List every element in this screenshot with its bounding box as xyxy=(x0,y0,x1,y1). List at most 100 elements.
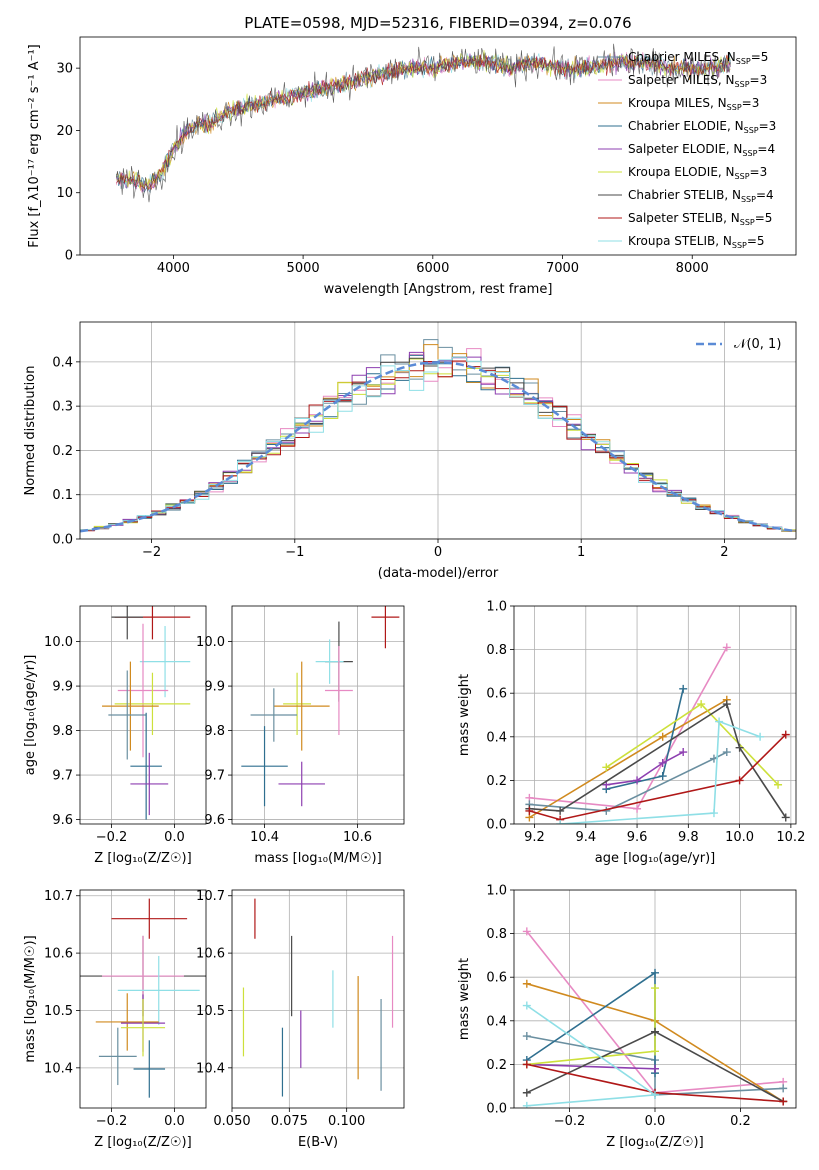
y-axis-label: Normed distribution xyxy=(23,366,38,496)
normal-curve xyxy=(80,361,796,533)
x-tick-label: −2 xyxy=(142,545,161,560)
plus-marker xyxy=(735,743,744,752)
y-tick-label: 10.6 xyxy=(44,947,73,962)
plus-marker xyxy=(522,979,531,988)
plus-marker xyxy=(715,717,724,726)
x-tick-label: 10.2 xyxy=(776,830,805,845)
errorbar-point xyxy=(108,670,147,760)
axes-frame xyxy=(79,605,207,825)
y-tick-label: 0.3 xyxy=(52,400,73,415)
y-tick-label: 10.4 xyxy=(196,1061,225,1076)
x-tick-label: 6000 xyxy=(416,261,449,276)
plus-marker xyxy=(651,984,659,993)
plot-area xyxy=(80,322,796,539)
plus-marker xyxy=(679,748,688,757)
errorbar-point xyxy=(133,1040,166,1098)
legend-entry: Salpeter ELODIE, NSSP=4 xyxy=(628,142,775,158)
x-tick-label: −1 xyxy=(285,545,304,560)
weight-line xyxy=(529,702,787,818)
x-axis-label: mass [log₁₀(M/M☉)] xyxy=(254,851,381,866)
plus-marker xyxy=(651,1027,659,1036)
y-tick-label: 0.6 xyxy=(486,687,507,702)
y-tick-label: 9.8 xyxy=(204,724,225,739)
y-tick-label: 0.1 xyxy=(52,488,73,503)
legend-entry: 𝒩(0, 1) xyxy=(734,337,781,352)
plus-marker xyxy=(633,804,642,813)
plus-marker xyxy=(774,780,783,789)
spectrum-line xyxy=(116,43,731,203)
x-axis-label: age [log₁₀(age/yr)] xyxy=(595,851,716,866)
x-tick-label: 10.4 xyxy=(250,830,279,845)
y-tick-label: 1.0 xyxy=(486,600,507,615)
errorbar-point xyxy=(95,993,159,1051)
y-tick-label: 20 xyxy=(56,124,73,139)
x-tick-label: 8000 xyxy=(676,261,709,276)
errorbar-point xyxy=(130,752,169,816)
y-tick-label: 0.2 xyxy=(486,1058,507,1073)
legend: Chabrier MILES, NSSP=5 Salpeter MILES, NS… xyxy=(598,50,776,250)
y-tick-label: 0.2 xyxy=(52,444,73,459)
y-tick-label: 9.9 xyxy=(52,680,73,695)
axes-frame xyxy=(231,889,405,1109)
weight-line xyxy=(605,703,779,786)
plot-area xyxy=(232,606,404,824)
panel-mass_vs_Z: −0.2 0.0 10.4 10.5 10.6 10.7 Z [log₁₀(Z/Z☉)] ma… xyxy=(23,889,207,1150)
x-tick-label: 9.6 xyxy=(627,830,648,845)
y-tick-label: 0.0 xyxy=(486,818,507,833)
weight-line xyxy=(606,751,684,786)
y-tick-label: 1.0 xyxy=(486,884,507,899)
y-tick-label: 30 xyxy=(56,62,73,77)
panel-age_vs_Z: −0.2 0.0 9.6 9.7 9.8 9.9 10.0 Z [log₁₀(Z/Z☉)] ag… xyxy=(23,605,207,866)
plus-marker xyxy=(722,643,731,652)
plot-area xyxy=(80,606,206,824)
x-axis-label: (data-model)/error xyxy=(378,566,499,581)
y-tick-label: 9.9 xyxy=(204,680,225,695)
y-tick-label: 0.6 xyxy=(486,971,507,986)
errorbar-point xyxy=(120,999,166,1057)
panel-weight_vs_age: 9.2 9.4 9.6 9.8 10.0 10.2 0.0 0.2 0.4 0.6 0.8 1.0 ag… xyxy=(457,600,805,867)
errorbar-point xyxy=(324,646,353,736)
x-tick-label: −0.2 xyxy=(554,1114,586,1129)
y-tick-label: 0.8 xyxy=(486,643,507,658)
y-axis-label: age [log₁₀(age/yr)] xyxy=(23,655,38,776)
errorbar-point xyxy=(371,606,400,649)
y-axis-label: mass weight xyxy=(457,958,472,1040)
legend-entry: Salpeter MILES, NSSP=3 xyxy=(628,73,767,89)
errorbar-point xyxy=(117,955,200,1025)
axes-frame xyxy=(79,36,797,256)
plus-marker xyxy=(651,1064,659,1073)
y-axis-label: mass [log₁₀(M/M☉)] xyxy=(23,935,38,1062)
y-tick-label: 9.6 xyxy=(52,813,73,828)
y-tick-label: 0.8 xyxy=(486,927,507,942)
x-tick-label: 7000 xyxy=(546,261,579,276)
x-axis-label: Z [log₁₀(Z/Z☉)] xyxy=(94,851,191,866)
y-tick-label: 9.6 xyxy=(204,813,225,828)
x-tick-label: 0.2 xyxy=(730,1114,751,1129)
panel-weight_vs_Z: −0.2 0.0 0.2 0.0 0.2 0.4 0.6 0.8 1.0 Z [log₁₀(Z/Z… xyxy=(457,884,797,1150)
x-tick-label: 0.0 xyxy=(164,830,185,845)
y-tick-label: 0.0 xyxy=(52,533,73,548)
plus-marker xyxy=(781,730,790,739)
errorbar-point xyxy=(111,898,188,939)
plus-marker xyxy=(722,748,731,757)
axes-frame xyxy=(79,889,207,1109)
x-tick-label: 10.0 xyxy=(725,830,754,845)
plus-marker xyxy=(722,700,731,709)
plus-marker xyxy=(556,806,565,815)
y-tick-label: 10.4 xyxy=(44,1061,73,1076)
x-axis-label: E(B-V) xyxy=(298,1135,338,1150)
x-axis-label: wavelength [Angstrom, rest frame] xyxy=(324,282,553,297)
plus-marker xyxy=(779,1097,788,1106)
errorbar-point xyxy=(114,672,191,736)
errorbar-point xyxy=(102,661,159,751)
x-tick-label: 9.8 xyxy=(678,830,699,845)
plus-marker xyxy=(522,1001,531,1010)
y-tick-label: 0.4 xyxy=(486,1014,507,1029)
plot-area xyxy=(232,890,404,1108)
x-tick-label: 0 xyxy=(434,545,442,560)
weight-line xyxy=(526,1063,656,1070)
errorbar-point xyxy=(283,672,312,736)
legend-entry: Kroupa MILES, NSSP=3 xyxy=(628,96,759,112)
plus-marker xyxy=(602,806,611,815)
